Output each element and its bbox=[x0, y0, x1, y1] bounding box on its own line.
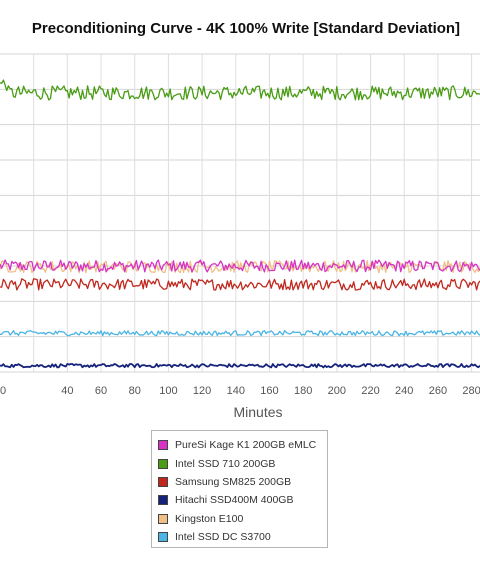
series-line-intel-ssd-dc-s3700 bbox=[0, 330, 480, 337]
legend-item: Intel SSD DC S3700 bbox=[158, 528, 327, 546]
x-tick-label: 220 bbox=[361, 385, 379, 397]
legend-swatch bbox=[158, 495, 168, 506]
x-axis-label: Minutes bbox=[233, 404, 282, 420]
legend-label: PureSi Kage K1 200GB eMLC bbox=[175, 439, 317, 452]
x-tick-label: 140 bbox=[227, 385, 245, 397]
x-tick-label: 60 bbox=[95, 385, 107, 397]
legend-item: Kingston E100 bbox=[158, 510, 327, 528]
legend-swatch bbox=[158, 476, 168, 487]
x-tick-label: 120 bbox=[193, 385, 211, 397]
series-line-intel-ssd-710-200gb bbox=[0, 79, 480, 101]
legend-swatch bbox=[158, 440, 168, 451]
x-axis-ticks: 0 40 60 80 100 120 140 160 180 200 220 240 260 280 bbox=[0, 385, 480, 397]
series-line-puresi-kage-k1-200gb-emlc bbox=[0, 259, 480, 273]
chart-title: Preconditioning Curve - 4K 100% Write [S… bbox=[31, 20, 461, 37]
x-tick-label: 0 bbox=[0, 385, 6, 397]
legend-label: Hitachi SSD400M 400GB bbox=[175, 494, 294, 507]
x-tick-label: 180 bbox=[294, 385, 312, 397]
x-tick-label: 80 bbox=[129, 385, 141, 397]
x-tick-label: 260 bbox=[429, 385, 447, 397]
legend-swatch bbox=[158, 513, 168, 524]
legend-label: Intel SSD 710 200GB bbox=[175, 457, 276, 470]
plot-area bbox=[0, 79, 480, 369]
legend-item: Hitachi SSD400M 400GB bbox=[158, 491, 327, 509]
legend-swatch bbox=[158, 458, 168, 469]
x-tick-label: 40 bbox=[61, 385, 73, 397]
legend-swatch bbox=[158, 532, 168, 543]
x-tick-label: 280 bbox=[462, 385, 480, 397]
legend-item: PureSi Kage K1 200GB eMLC bbox=[158, 436, 327, 454]
x-tick-label: 200 bbox=[328, 385, 346, 397]
legend-label: Kingston E100 bbox=[175, 512, 244, 525]
series-line-hitachi-ssd400m-400gb bbox=[0, 362, 480, 369]
x-tick-label: 160 bbox=[260, 385, 278, 397]
gridlines bbox=[0, 53, 480, 373]
series-line-samsung-sm825-200gb bbox=[0, 278, 480, 291]
legend: PureSi Kage K1 200GB eMLC Intel SSD 710 2… bbox=[151, 430, 328, 548]
legend-label: Samsung SM825 200GB bbox=[175, 475, 292, 488]
legend-item: Samsung SM825 200GB bbox=[158, 473, 327, 491]
legend-item: Intel SSD 710 200GB bbox=[158, 454, 327, 472]
x-tick-label: 240 bbox=[395, 385, 413, 397]
x-tick-label: 100 bbox=[159, 385, 177, 397]
legend-label: Intel SSD DC S3700 bbox=[175, 531, 271, 544]
